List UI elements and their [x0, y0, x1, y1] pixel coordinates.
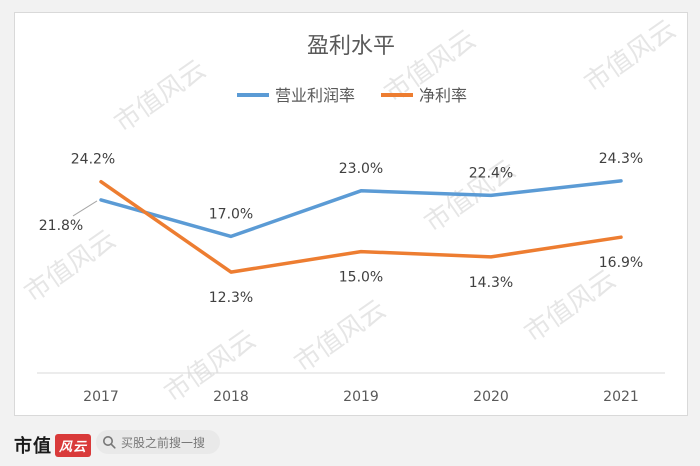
series-layer — [99, 179, 623, 274]
x-tick-label: 2017 — [83, 389, 119, 405]
chart-title: 盈利水平 — [307, 34, 395, 59]
watermark-text: 市值风云 — [289, 294, 391, 378]
x-tick-label: 2021 — [603, 389, 639, 405]
data-label: 23.0% — [339, 161, 383, 177]
chart-card: 市值风云 市值风云 市值风云 市值风云 市值风云 市值风云 市值风云 市值风云 盈利水平 营业… — [14, 12, 688, 416]
x-axis-tick-labels: 2017 2018 2019 2020 2021 — [83, 389, 639, 405]
brand-logo-mark: 风云 — [55, 433, 92, 457]
data-label: 17.0% — [209, 206, 253, 222]
data-label: 24.3% — [599, 151, 643, 167]
watermark-text: 市值风云 — [519, 264, 621, 348]
brand-logo[interactable]: 市值 风云 — [14, 432, 92, 458]
watermark-text: 市值风云 — [579, 14, 681, 98]
data-label: 16.9% — [599, 255, 643, 271]
data-label: 24.2% — [71, 152, 115, 168]
x-tick-label: 2018 — [213, 389, 249, 405]
search-icon — [103, 436, 116, 449]
series-line-operating-margin — [99, 179, 623, 239]
series-line-net-margin — [99, 179, 623, 274]
watermark-text: 市值风云 — [109, 54, 211, 138]
footer: 市值 风云 买股之前搜一搜 — [0, 420, 700, 466]
legend: 营业利润率 净利率 — [237, 86, 467, 105]
x-tick-label: 2019 — [343, 389, 379, 405]
legend-label: 净利率 — [419, 86, 467, 105]
data-label: 15.0% — [339, 270, 383, 286]
data-label-leader — [72, 200, 98, 217]
search-box[interactable]: 买股之前搜一搜 — [96, 430, 220, 454]
data-label: 22.4% — [469, 165, 513, 181]
data-label: 12.3% — [209, 290, 253, 306]
brand-logo-text: 市值 — [14, 436, 52, 457]
data-label: 14.3% — [469, 275, 513, 291]
data-labels-layer: 21.8% 17.0% 23.0% 22.4% 24.3% 24.2% 12.3% 15.0%… — [39, 151, 643, 306]
search-placeholder: 买股之前搜一搜 — [121, 435, 206, 450]
legend-label: 营业利润率 — [275, 86, 355, 105]
x-tick-label: 2020 — [473, 389, 509, 405]
watermark-text: 市值风云 — [19, 224, 121, 308]
data-label: 21.8% — [39, 218, 83, 234]
